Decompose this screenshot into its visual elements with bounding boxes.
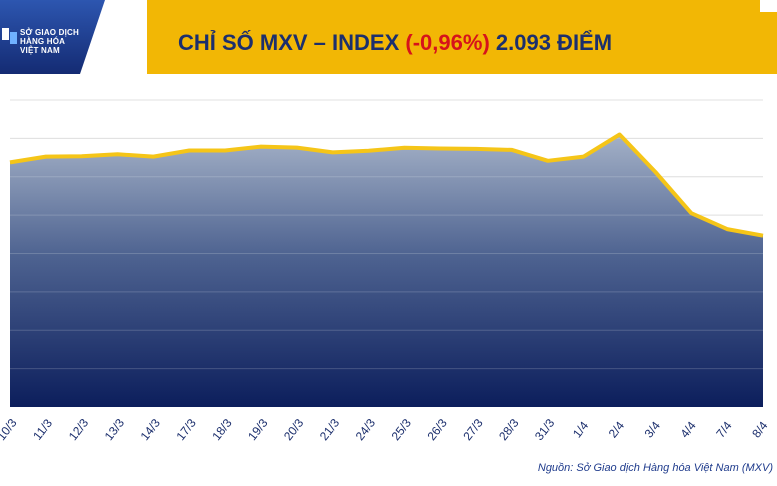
logo-line-3: VIỆT NAM [20, 46, 60, 55]
logo-icon [2, 28, 17, 44]
logo-panel [0, 0, 105, 74]
x-tick-label: 1/4 [570, 418, 592, 440]
logo-line-1: SỞ GIAO DỊCH [20, 28, 80, 37]
x-tick-label: 31/3 [532, 416, 558, 443]
x-tick-label: 20/3 [281, 416, 307, 443]
x-tick-label: 24/3 [353, 416, 379, 443]
x-tick-label: 27/3 [460, 416, 486, 443]
x-tick-label: 21/3 [317, 416, 343, 443]
title-bar [0, 0, 777, 74]
x-tick-label: 2/4 [606, 418, 628, 440]
x-tick-label: 7/4 [713, 418, 735, 440]
title-change: (-0,96%) [405, 30, 490, 55]
title-prefix: CHỈ SỐ MXV – INDEX [178, 30, 400, 55]
x-tick-label: 17/3 [173, 416, 199, 443]
x-tick-label: 11/3 [30, 416, 55, 443]
x-tick-label: 28/3 [496, 416, 522, 443]
x-tick-label: 10/3 [0, 416, 20, 443]
x-tick-label: 4/4 [677, 418, 699, 440]
logo-text: SỞ GIAO DỊCH HÀNG HÓA VIỆT NAM [20, 28, 102, 55]
x-tick-label: 3/4 [642, 418, 664, 440]
x-tick-label: 26/3 [424, 416, 450, 443]
area-fill [10, 134, 763, 407]
logo-line-2: HÀNG HÓA [20, 37, 66, 46]
x-tick-label: 13/3 [102, 416, 128, 443]
series-line [9, 132, 764, 238]
x-tick-label: 25/3 [389, 416, 415, 443]
x-tick-label: 19/3 [245, 416, 271, 443]
x-tick-label: 8/4 [749, 418, 771, 440]
source-note: Nguồn: Sở Giao dịch Hàng hóa Việt Nam (M… [537, 462, 773, 474]
x-tick-label: 12/3 [66, 416, 92, 443]
chart-title: CHỈ SỐ MXV – INDEX (-0,96%) 2.093 ĐIỂM [178, 30, 612, 56]
x-tick-label: 14/3 [138, 416, 164, 443]
x-tick-label: 18/3 [209, 416, 235, 443]
title-value: 2.093 ĐIỂM [495, 30, 613, 55]
